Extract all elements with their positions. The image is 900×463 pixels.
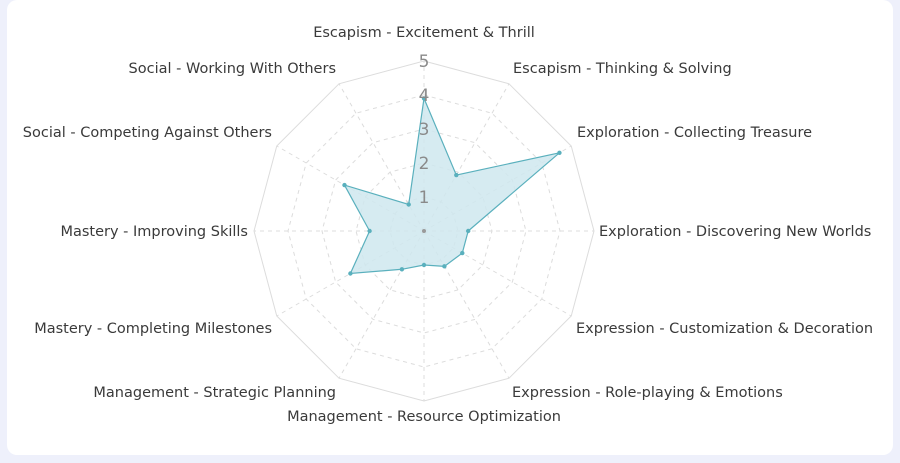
radial-ticks: 1 2 3 4 5 bbox=[419, 52, 430, 208]
data-point bbox=[454, 172, 459, 178]
axis-label: Expression - Customization & Decoration bbox=[576, 321, 873, 337]
axis-label: Exploration - Collecting Treasure bbox=[577, 125, 812, 141]
axis-label: Management - Resource Optimization bbox=[287, 409, 561, 425]
data-point bbox=[421, 96, 427, 101]
tick-label: 3 bbox=[419, 120, 430, 140]
data-point bbox=[460, 250, 465, 256]
data-point bbox=[348, 271, 353, 276]
tick-label: 1 bbox=[419, 188, 430, 208]
axis-label: Social - Competing Against Others bbox=[23, 125, 272, 141]
data-point bbox=[342, 182, 347, 188]
data-point bbox=[421, 262, 427, 268]
axis-label: Mastery - Improving Skills bbox=[60, 224, 248, 240]
axis-labels: Escapism - Excitement & Thrill Escapism -… bbox=[23, 25, 873, 425]
data-point bbox=[442, 264, 447, 269]
center-point bbox=[422, 229, 426, 233]
tick-label: 2 bbox=[419, 154, 430, 174]
tick-label: 4 bbox=[419, 86, 430, 106]
axis-label: Mastery - Completing Milestones bbox=[34, 321, 272, 337]
axis-label: Exploration - Discovering New Worlds bbox=[599, 224, 871, 240]
data-point bbox=[367, 228, 372, 234]
data-point bbox=[557, 150, 562, 155]
axis-label: Social - Working With Others bbox=[129, 61, 336, 77]
axis-label: Escapism - Thinking & Solving bbox=[513, 61, 732, 77]
data-point bbox=[399, 267, 405, 272]
data-point bbox=[406, 202, 411, 207]
data-point bbox=[466, 228, 471, 234]
radar-series bbox=[342, 96, 562, 276]
tick-label: 5 bbox=[419, 52, 430, 72]
axis-label: Escapism - Excitement & Thrill bbox=[313, 25, 535, 41]
axis-label: Expression - Role-playing & Emotions bbox=[512, 385, 783, 401]
axis-label: Management - Strategic Planning bbox=[93, 385, 336, 401]
